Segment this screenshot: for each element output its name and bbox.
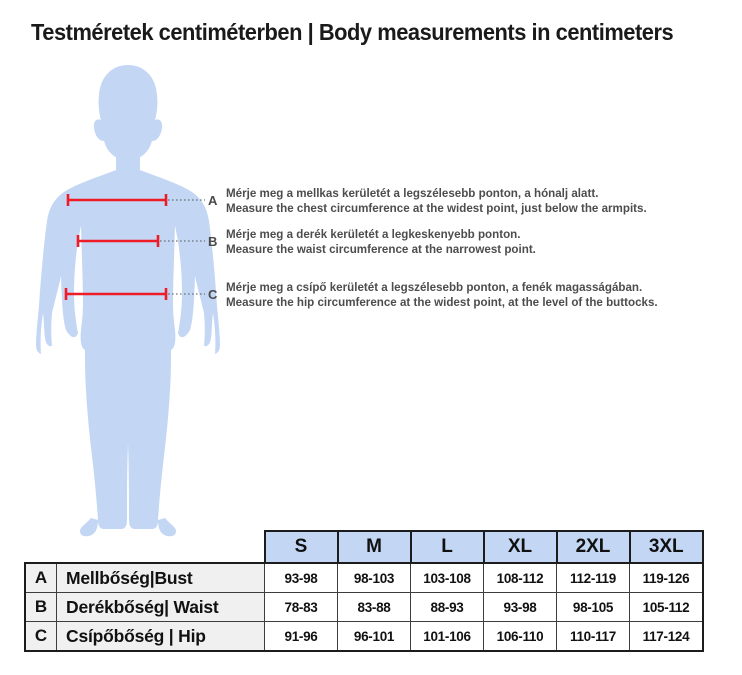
table-header-size-2: L [409,530,485,564]
page-title: Testméretek centiméterben | Body measure… [31,19,674,45]
cell-b-xl: 93-98 [483,592,557,622]
table-header-row: S M L XL 2XL 3XL [25,530,704,564]
measure-description-c-hu: Mérje meg a csípő kerületét a legszélese… [226,281,643,294]
size-table: S M L XL 2XL 3XL A Mellbőség|Bust 93-98 … [24,530,704,652]
row-label-hip: Csípőbőség | Hip [56,621,265,652]
cell-c-s: 91-96 [264,621,338,652]
measure-letter-a: A [208,193,218,208]
measure-letter-c: C [208,287,218,302]
cell-b-s: 78-83 [264,592,338,622]
cell-c-xl: 106-110 [483,621,557,652]
measure-description-b-hu: Mérje meg a derék kerületét a legkeskeny… [226,228,521,241]
cell-a-m: 98-103 [337,562,411,593]
table-header-size-0: S [263,530,339,564]
table-row: A Mellbőség|Bust 93-98 98-103 103-108 10… [24,562,704,593]
table-header-size-5: 3XL [628,530,704,564]
table-corner-label [57,531,265,563]
measure-description-a-en: Measure the chest circumference at the w… [226,202,647,215]
measure-description-c-en: Measure the hip circumference at the wid… [226,296,658,309]
row-label-bust: Mellbőség|Bust [56,562,265,593]
cell-a-s: 93-98 [264,562,338,593]
table-header-size-1: M [336,530,412,564]
table-row: C Csípőbőség | Hip 91-96 96-101 101-106 … [24,621,704,652]
table-header-size-3: XL [482,530,558,564]
cell-a-xl: 108-112 [483,562,557,593]
cell-a-3xl: 119-126 [629,562,704,593]
cell-c-m: 96-101 [337,621,411,652]
measure-description-b-en: Measure the waist circumference at the n… [226,243,536,256]
cell-b-3xl: 105-112 [629,592,704,622]
body-silhouette-icon [36,65,220,537]
cell-c-l: 101-106 [410,621,484,652]
cell-c-3xl: 117-124 [629,621,704,652]
cell-c-2xl: 110-117 [556,621,630,652]
row-letter-c: C [24,621,57,652]
row-label-waist: Derékbőség| Waist [56,592,265,622]
row-letter-b: B [24,592,57,622]
body-silhouette-figure [28,58,228,538]
row-letter-a: A [24,562,57,593]
table-row: B Derékbőség| Waist 78-83 83-88 88-93 93… [24,592,704,622]
cell-b-l: 88-93 [410,592,484,622]
cell-a-l: 103-108 [410,562,484,593]
table-corner-letter [25,531,57,563]
cell-b-m: 83-88 [337,592,411,622]
cell-a-2xl: 112-119 [556,562,630,593]
measure-description-b: Mérje meg a derék kerületét a legkeskeny… [226,227,536,257]
measure-description-a: Mérje meg a mellkas kerületét a legszéle… [226,186,647,216]
measure-letter-b: B [208,234,218,249]
cell-b-2xl: 98-105 [556,592,630,622]
table-header-size-4: 2XL [555,530,631,564]
measure-description-a-hu: Mérje meg a mellkas kerületét a legszéle… [226,187,599,200]
measure-description-c: Mérje meg a csípő kerületét a legszélese… [226,280,658,310]
